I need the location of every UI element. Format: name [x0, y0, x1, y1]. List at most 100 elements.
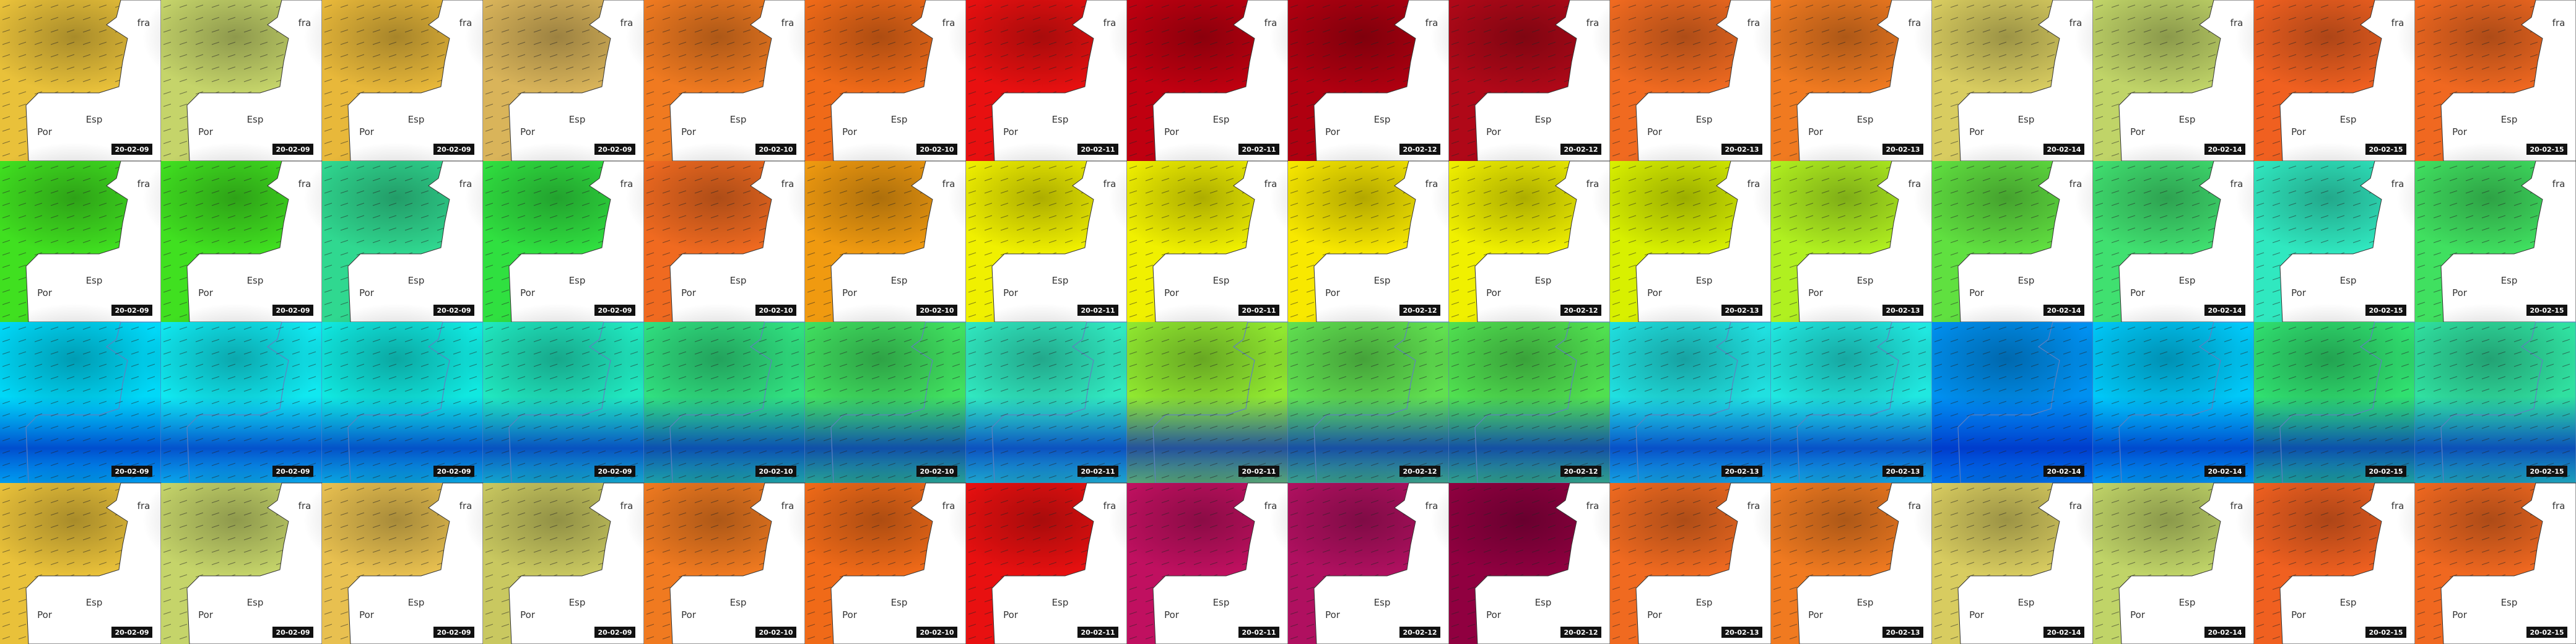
wind-arrows — [2093, 322, 2254, 483]
place-label: Por — [1969, 609, 1985, 620]
date-box — [916, 627, 957, 638]
date-box — [272, 627, 313, 638]
place-label: Esp — [730, 275, 747, 286]
wind-arrows — [966, 322, 1127, 483]
map-tile: 20-02-09 — [303, 303, 489, 484]
land — [347, 482, 484, 644]
place-label: Por — [842, 287, 858, 298]
land — [669, 482, 806, 644]
place-label: fra — [2552, 17, 2565, 28]
place-label: Por — [2130, 287, 2146, 298]
place-label: Por — [1164, 126, 1180, 137]
place-label: Esp — [2340, 597, 2357, 608]
wind-arrows — [161, 322, 322, 483]
place-label: Esp — [408, 114, 425, 125]
date-box — [433, 627, 474, 638]
place-label: Por — [1003, 126, 1019, 137]
place-label: Esp — [2501, 275, 2518, 286]
place-label: Por — [198, 609, 214, 620]
place-label: Por — [359, 126, 375, 137]
place-label: Por — [1969, 287, 1985, 298]
land — [1474, 482, 1611, 644]
place-label: Por — [37, 126, 53, 137]
date-label: 20-02-12 — [1403, 629, 1437, 637]
place-label: Por — [1647, 287, 1663, 298]
place-label: Esp — [1052, 275, 1069, 286]
place-label: Esp — [1213, 275, 1230, 286]
date-label: 20-02-10 — [759, 629, 793, 637]
place-label: Por — [2452, 609, 2468, 620]
wind-arrows — [644, 322, 805, 483]
wind-arrows — [1771, 322, 1932, 483]
place-label: Esp — [891, 597, 908, 608]
place-label: Por — [198, 287, 214, 298]
land — [1957, 482, 2094, 644]
date-label: 20-02-09 — [598, 629, 632, 637]
date-box — [1399, 627, 1440, 638]
wind-arrows — [1127, 322, 1288, 483]
place-label: Esp — [730, 597, 747, 608]
place-label: Por — [520, 609, 536, 620]
land — [830, 482, 967, 644]
wind-arrows — [1932, 322, 2093, 483]
place-label: Por — [1647, 126, 1663, 137]
place-label: Esp — [1535, 114, 1552, 125]
place-label: Esp — [408, 597, 425, 608]
place-label: Esp — [247, 275, 264, 286]
place-label: Esp — [891, 114, 908, 125]
map-tile: 20-02-15 — [2396, 303, 2576, 484]
date-box — [2365, 627, 2406, 638]
place-label: Por — [681, 609, 697, 620]
place-label: Por — [2130, 609, 2146, 620]
date-box — [1077, 627, 1118, 638]
place-label: Por — [359, 609, 375, 620]
map-tile: 20-02-13 — [1752, 303, 1938, 484]
wind-arrows — [2415, 322, 2576, 483]
land — [2440, 482, 2576, 644]
place-label: Esp — [2179, 114, 2196, 125]
place-label: Por — [1003, 287, 1019, 298]
place-label: Por — [37, 287, 53, 298]
date-box — [594, 627, 635, 638]
place-label: Esp — [2018, 597, 2035, 608]
place-label: Esp — [408, 275, 425, 286]
wind-arrows — [1288, 322, 1449, 483]
place-label: Esp — [1374, 275, 1391, 286]
place-label: Esp — [2340, 114, 2357, 125]
map-tile: 20-02-11 — [947, 303, 1133, 484]
place-label: fra — [2552, 178, 2565, 189]
place-label: Por — [520, 287, 536, 298]
place-label: Esp — [1052, 114, 1069, 125]
place-label: Esp — [86, 114, 103, 125]
place-label: Esp — [891, 275, 908, 286]
place-label: Esp — [2179, 275, 2196, 286]
place-label: Por — [1325, 287, 1341, 298]
date-label: 20-02-09 — [437, 629, 471, 637]
date-label: 20-02-12 — [1564, 629, 1598, 637]
map-tile: 20-02-13 — [1591, 303, 1777, 484]
land — [1796, 482, 1933, 644]
